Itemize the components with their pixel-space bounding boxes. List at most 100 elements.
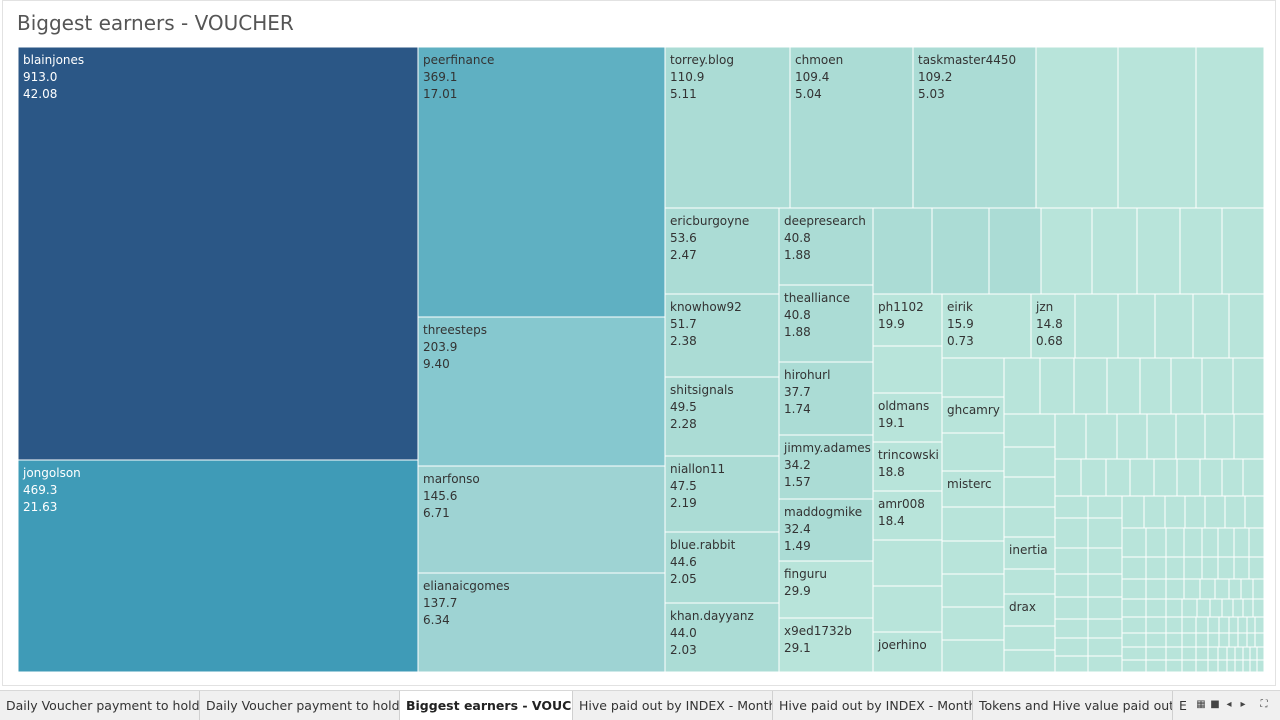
treemap-cell-eirik[interactable] [941, 293, 1032, 359]
treemap-cell-small[interactable] [1207, 646, 1219, 661]
treemap-cell-small[interactable] [1087, 596, 1123, 620]
treemap-cell-small[interactable] [1035, 46, 1119, 209]
treemap-cell-small[interactable] [1226, 646, 1236, 661]
treemap-cell-small[interactable] [1249, 659, 1258, 673]
treemap-cell-small[interactable] [1218, 616, 1230, 634]
treemap-cell-small[interactable] [1242, 646, 1251, 661]
treemap-cell-small[interactable] [1207, 632, 1220, 648]
treemap-cell-small[interactable] [1228, 616, 1239, 634]
treemap-cell-small[interactable] [1226, 659, 1236, 673]
treemap-cell-small[interactable] [872, 539, 943, 587]
tab-biggest-earners[interactable]: Biggest earners - VOUCHER [400, 691, 573, 720]
treemap-cell-small[interactable] [1217, 527, 1235, 558]
treemap-cell-small[interactable] [1003, 413, 1056, 448]
treemap-cell-small[interactable] [1040, 207, 1093, 295]
treemap-cell-finguru[interactable] [778, 560, 874, 619]
treemap-cell-small[interactable] [941, 357, 1005, 398]
treemap-cell-small[interactable] [1091, 207, 1138, 295]
treemap-cell-small[interactable] [1246, 616, 1256, 634]
treemap-cell-small[interactable] [1145, 578, 1167, 600]
treemap-cell-small[interactable] [1233, 413, 1265, 460]
treemap-cell-jongolson[interactable] [17, 459, 419, 673]
treemap-cell-small[interactable] [1256, 659, 1265, 673]
treemap-cell-small[interactable] [1164, 495, 1186, 529]
treemap-cell-small[interactable] [1054, 495, 1089, 519]
treemap-cell-small[interactable] [1003, 357, 1041, 415]
treemap-cell-small[interactable] [1117, 46, 1197, 209]
treemap-cell-ghcamry[interactable] [941, 396, 1005, 434]
next-icon[interactable]: ▸ [1240, 699, 1246, 710]
treemap-cell-small[interactable] [1136, 207, 1181, 295]
treemap-cell-small[interactable] [1224, 495, 1246, 529]
treemap-cell-small[interactable] [1184, 495, 1206, 529]
treemap-cell-small[interactable] [1240, 578, 1254, 600]
treemap-cell-small[interactable] [1054, 517, 1089, 549]
treemap-chart[interactable]: blainjones 913.0 42.08 jongolson 469.3 21.63 p… [3, 1, 1277, 687]
treemap-cell-small[interactable] [1074, 293, 1119, 359]
treemap-cell-small[interactable] [1003, 625, 1056, 651]
treemap-cell-small[interactable] [1121, 659, 1147, 673]
treemap-cell-small[interactable] [1248, 556, 1265, 580]
treemap-cell-joerhino[interactable] [872, 631, 943, 673]
treemap-cell-small[interactable] [1054, 413, 1087, 460]
treemap-cell-small[interactable] [1165, 556, 1185, 580]
tab-overflow[interactable]: E [1179, 698, 1187, 713]
treemap-cell-small[interactable] [1217, 659, 1228, 673]
treemap-cell-small[interactable] [1234, 659, 1244, 673]
treemap-cell-small[interactable] [1087, 637, 1123, 657]
treemap-cell-small[interactable] [1201, 527, 1219, 558]
treemap-cell-small[interactable] [1209, 598, 1223, 618]
treemap-cell-drax[interactable] [1003, 593, 1056, 627]
tab-daily-voucher-payment-2[interactable]: Daily Voucher payment to holde... [200, 691, 400, 720]
treemap-cell-small[interactable] [1228, 632, 1239, 648]
treemap-cell-small[interactable] [1054, 458, 1082, 497]
treemap-cell-small[interactable] [1195, 659, 1209, 673]
treemap-cell-small[interactable] [1145, 632, 1167, 648]
treemap-cell-small[interactable] [1146, 413, 1177, 460]
treemap-cell-small[interactable] [1176, 458, 1201, 497]
treemap-cell-blainjones[interactable] [17, 46, 419, 461]
treemap-cell-small[interactable] [1246, 632, 1256, 648]
treemap-cell-small[interactable] [1242, 458, 1265, 497]
treemap-cell-small[interactable] [1248, 527, 1265, 558]
treemap-cell-small[interactable] [1214, 578, 1230, 600]
treemap-cell-small[interactable] [1221, 458, 1244, 497]
treemap-cell-oldmans[interactable] [872, 392, 943, 443]
treemap-cell-small[interactable] [1073, 357, 1108, 415]
sheet-view-icon[interactable]: ■ [1210, 699, 1220, 710]
treemap-cell-small[interactable] [1217, 556, 1235, 580]
treemap-cell-small[interactable] [1207, 616, 1220, 634]
treemap-cell-small[interactable] [1228, 293, 1265, 359]
treemap-cell-small[interactable] [1181, 616, 1197, 634]
treemap-cell-small[interactable] [1121, 527, 1147, 558]
treemap-cell-small[interactable] [1003, 476, 1056, 508]
treemap-cell-shitsignals[interactable] [664, 376, 780, 457]
treemap-cell-small[interactable] [1183, 556, 1203, 580]
treemap-cell-small[interactable] [1117, 293, 1156, 359]
fullscreen-icon[interactable]: ⛶ [1260, 699, 1268, 710]
treemap-cell-small[interactable] [1121, 578, 1147, 600]
treemap-cell-knowhow92[interactable] [664, 293, 780, 378]
treemap-cell-small[interactable] [931, 207, 990, 295]
treemap-cell-small[interactable] [1121, 646, 1147, 661]
treemap-cell-small[interactable] [941, 573, 1005, 608]
treemap-cell-small[interactable] [872, 207, 933, 295]
treemap-cell-small[interactable] [1039, 357, 1075, 415]
treemap-cell-small[interactable] [1080, 458, 1107, 497]
treemap-cell-small[interactable] [1054, 637, 1089, 657]
treemap-cell-small[interactable] [1085, 413, 1118, 460]
treemap-cell-small[interactable] [1249, 646, 1258, 661]
treemap-cell-small[interactable] [1195, 46, 1265, 209]
treemap-cell-hirohurl[interactable] [778, 361, 874, 436]
treemap-cell-small[interactable] [1153, 458, 1178, 497]
treemap-cell-small[interactable] [1242, 598, 1254, 618]
treemap-cell-small[interactable] [1165, 578, 1185, 600]
treemap-cell-small[interactable] [941, 540, 1005, 575]
treemap-cell-small[interactable] [1003, 649, 1056, 673]
treemap-cell-small[interactable] [1054, 573, 1089, 598]
treemap-cell-small[interactable] [1106, 357, 1141, 415]
treemap-cell-small[interactable] [1199, 458, 1223, 497]
treemap-cell-ericburgoyne[interactable] [664, 207, 780, 295]
treemap-cell-small[interactable] [1228, 578, 1242, 600]
treemap-cell-small[interactable] [1087, 655, 1123, 673]
